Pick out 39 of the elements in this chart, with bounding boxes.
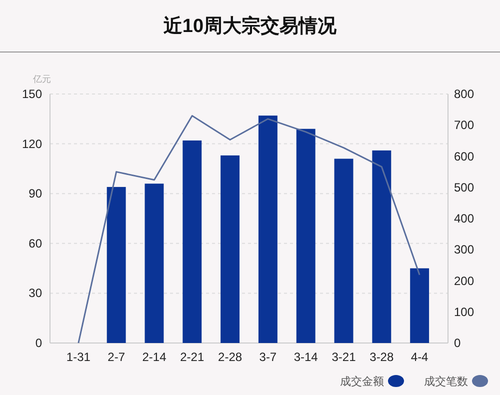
y2-tick-label: 100	[454, 304, 474, 319]
x-tick-label: 3-21	[332, 350, 356, 364]
legend-label: 成交金额	[340, 375, 384, 388]
x-tick-label: 4-4	[410, 350, 429, 364]
chart-title: 近10周大宗交易情况	[162, 15, 338, 37]
x-tick-label: 3-28	[370, 350, 394, 364]
x-tick-label: 2-7	[108, 350, 126, 364]
y2-tick-label: 200	[454, 274, 474, 288]
x-tick-label: 1-31	[66, 350, 91, 364]
bar	[220, 155, 240, 343]
bar	[410, 268, 430, 343]
y2-tick-label: 400	[454, 212, 474, 226]
bar	[296, 128, 316, 343]
y-tick-label: 90	[28, 186, 42, 201]
x-tick-label: 3-7	[259, 350, 277, 364]
y2-tick-label: 700	[454, 118, 474, 132]
y2-tick-label: 800	[454, 87, 474, 101]
y-tick-label: 30	[28, 286, 42, 300]
bar	[144, 184, 164, 343]
y2-tick-label: 600	[454, 149, 474, 164]
bar	[258, 116, 278, 343]
x-tick-label: 3-14	[294, 350, 318, 364]
legend-label: 成交笔数	[424, 375, 468, 388]
y-tick-label: 120	[22, 136, 42, 151]
y-tick-label: 0	[35, 336, 42, 350]
bar	[182, 140, 202, 343]
bar	[334, 158, 354, 343]
x-tick-label: 2-14	[142, 350, 167, 364]
line-series	[78, 115, 420, 344]
x-tick-label: 2-28	[218, 350, 242, 364]
y-axis-title: 亿元	[32, 74, 51, 84]
y-tick-label: 150	[22, 87, 42, 101]
bar	[106, 186, 126, 343]
bar	[372, 150, 392, 343]
x-tick-label: 2-21	[180, 350, 204, 364]
y2-tick-label: 500	[454, 180, 474, 194]
y-tick-label: 60	[28, 236, 42, 250]
y2-tick-label: 300	[454, 242, 474, 257]
y2-tick-label: 0	[454, 336, 461, 350]
